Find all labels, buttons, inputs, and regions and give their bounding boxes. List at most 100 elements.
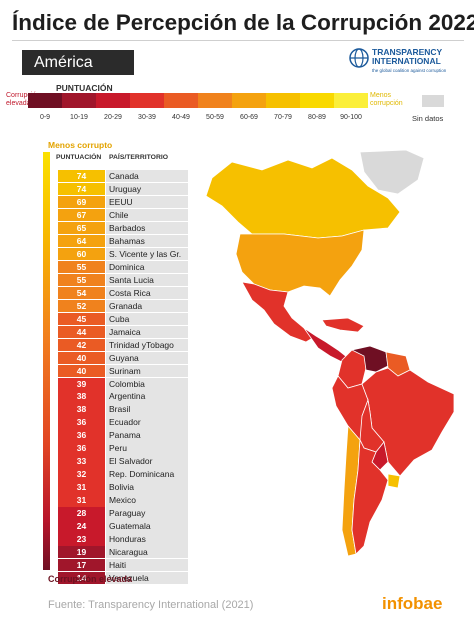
legend-tick-label: 90-100 (340, 114, 362, 121)
country-cell: Panama (106, 429, 188, 442)
country-cell: Surinam (106, 364, 188, 377)
country-cell: Nicaragua (106, 546, 188, 559)
country-cell: Cuba (106, 312, 188, 326)
legend-tick-label: 50-59 (206, 114, 224, 121)
title-divider (12, 40, 464, 41)
score-cell: 67 (58, 208, 105, 222)
table-row: 31 Mexico (58, 494, 188, 507)
table-row: 33 El Salvador (58, 455, 188, 468)
country-cell: Granada (106, 299, 188, 313)
legend-high-corruption-label: Corrupción elevada (6, 92, 41, 107)
map-region-mexico (241, 281, 317, 343)
country-cell: Trinidad yTobago (106, 338, 188, 351)
score-cell: 14 (58, 572, 105, 585)
legend-low-corruption-label: Menos corrupción (370, 92, 403, 107)
country-cell: S. Vicente y las Gr. (106, 247, 188, 261)
legend-nodata-swatch (422, 95, 444, 107)
map-region-canada (205, 157, 401, 239)
score-cell: 33 (58, 455, 105, 468)
table-row: 32 Rep. Dominicana (58, 468, 188, 481)
legend-tick-labels: 0-9 10-19 20-29 30-39 40-49 50-59 60-69 70-79 80… (28, 114, 368, 124)
score-cell: 31 (58, 481, 105, 494)
table-row: 45 Cuba (58, 312, 188, 326)
table-row: 40 Guyana (58, 351, 188, 364)
score-cell: 64 (58, 234, 105, 248)
score-cell: 39 (58, 377, 105, 390)
legend-tick-label: 30-39 (138, 114, 156, 121)
map-region-greenland (359, 150, 425, 195)
country-cell: Bolivia (106, 481, 188, 494)
table-row: 36 Panama (58, 429, 188, 442)
region-badge: América (22, 50, 134, 75)
country-cell: Honduras (106, 533, 188, 546)
score-cell: 31 (58, 494, 105, 507)
legend-heading: PUNTUACIÓN (56, 83, 113, 93)
logo-name: TRANSPARENCY INTERNATIONAL (372, 47, 443, 66)
country-cell: Costa Rica (106, 286, 188, 300)
table-row: 74 Uruguay (58, 182, 188, 196)
country-cell: Jamaica (106, 325, 188, 339)
country-cell: Paraguay (106, 507, 188, 520)
legend-nodata-label: Sin datos (412, 114, 444, 123)
country-cell: Mexico (106, 494, 188, 507)
table-row: 42 Trinidad yTobago (58, 338, 188, 351)
score-cell: 69 (58, 195, 105, 209)
globe-icon (349, 48, 369, 68)
score-cell: 44 (58, 325, 105, 339)
country-cell: Ecuador (106, 416, 188, 429)
column-header-country: PAÍS/TERRITORIO (109, 154, 169, 161)
table-row: 17 Haiti (58, 559, 188, 572)
americas-map (205, 150, 455, 557)
logo-tagline: the global coalition against corruption (372, 68, 447, 73)
score-cell: 54 (58, 286, 105, 300)
table-row: 55 Santa Lucia (58, 273, 188, 287)
score-cell: 45 (58, 312, 105, 326)
table-row: 52 Granada (58, 299, 188, 313)
score-cell: 55 (58, 260, 105, 274)
country-cell: Guatemala (106, 520, 188, 533)
map-region-venezuela (350, 345, 389, 373)
legend-color-scale (28, 93, 368, 108)
table-row: 31 Bolivia (58, 481, 188, 494)
score-cell: 40 (58, 351, 105, 364)
map-region-central-america (303, 327, 349, 363)
country-cell: Venezuela (106, 572, 188, 585)
table-row: 36 Peru (58, 442, 188, 455)
table-row: 28 Paraguay (58, 507, 188, 520)
score-cell: 36 (58, 416, 105, 429)
country-cell: Bahamas (106, 234, 188, 248)
table-row: 54 Costa Rica (58, 286, 188, 300)
table-row: 19 Nicaragua (58, 546, 188, 559)
country-cell: Canada (106, 170, 188, 183)
score-cell: 60 (58, 247, 105, 261)
score-cell: 55 (58, 273, 105, 287)
table-row: 36 Ecuador (58, 416, 188, 429)
ranking-gradient-bar (43, 152, 50, 570)
legend-swatch (266, 93, 301, 108)
map-region-uruguay (387, 473, 401, 489)
score-cell: 28 (58, 507, 105, 520)
country-cell: Haiti (106, 559, 188, 572)
score-cell: 19 (58, 546, 105, 559)
score-cell: 32 (58, 468, 105, 481)
infobae-logo: infobae (382, 594, 443, 613)
legend-swatch (300, 93, 335, 108)
table-row: 65 Barbados (58, 221, 188, 235)
country-cell: Chile (106, 208, 188, 222)
legend-tick-label: 0-9 (39, 114, 51, 121)
score-cell: 38 (58, 403, 105, 416)
transparency-international-logo: TRANSPARENCY INTERNATIONAL the global co… (349, 46, 459, 78)
ranking-top-label: Menos corrupto (48, 140, 113, 150)
legend-tick-label: 20-29 (104, 114, 122, 121)
legend-tick-label: 80-89 (308, 114, 326, 121)
score-cell: 24 (58, 520, 105, 533)
map-region-caribbean (321, 317, 365, 333)
table-row: 44 Jamaica (58, 325, 188, 339)
legend-swatch (62, 93, 97, 108)
country-cell: Dominica (106, 260, 188, 274)
score-cell: 65 (58, 221, 105, 235)
table-row: 23 Honduras (58, 533, 188, 546)
table-row: 24 Guatemala (58, 520, 188, 533)
legend-swatch (198, 93, 233, 108)
table-row: 74 Canada (58, 170, 188, 183)
